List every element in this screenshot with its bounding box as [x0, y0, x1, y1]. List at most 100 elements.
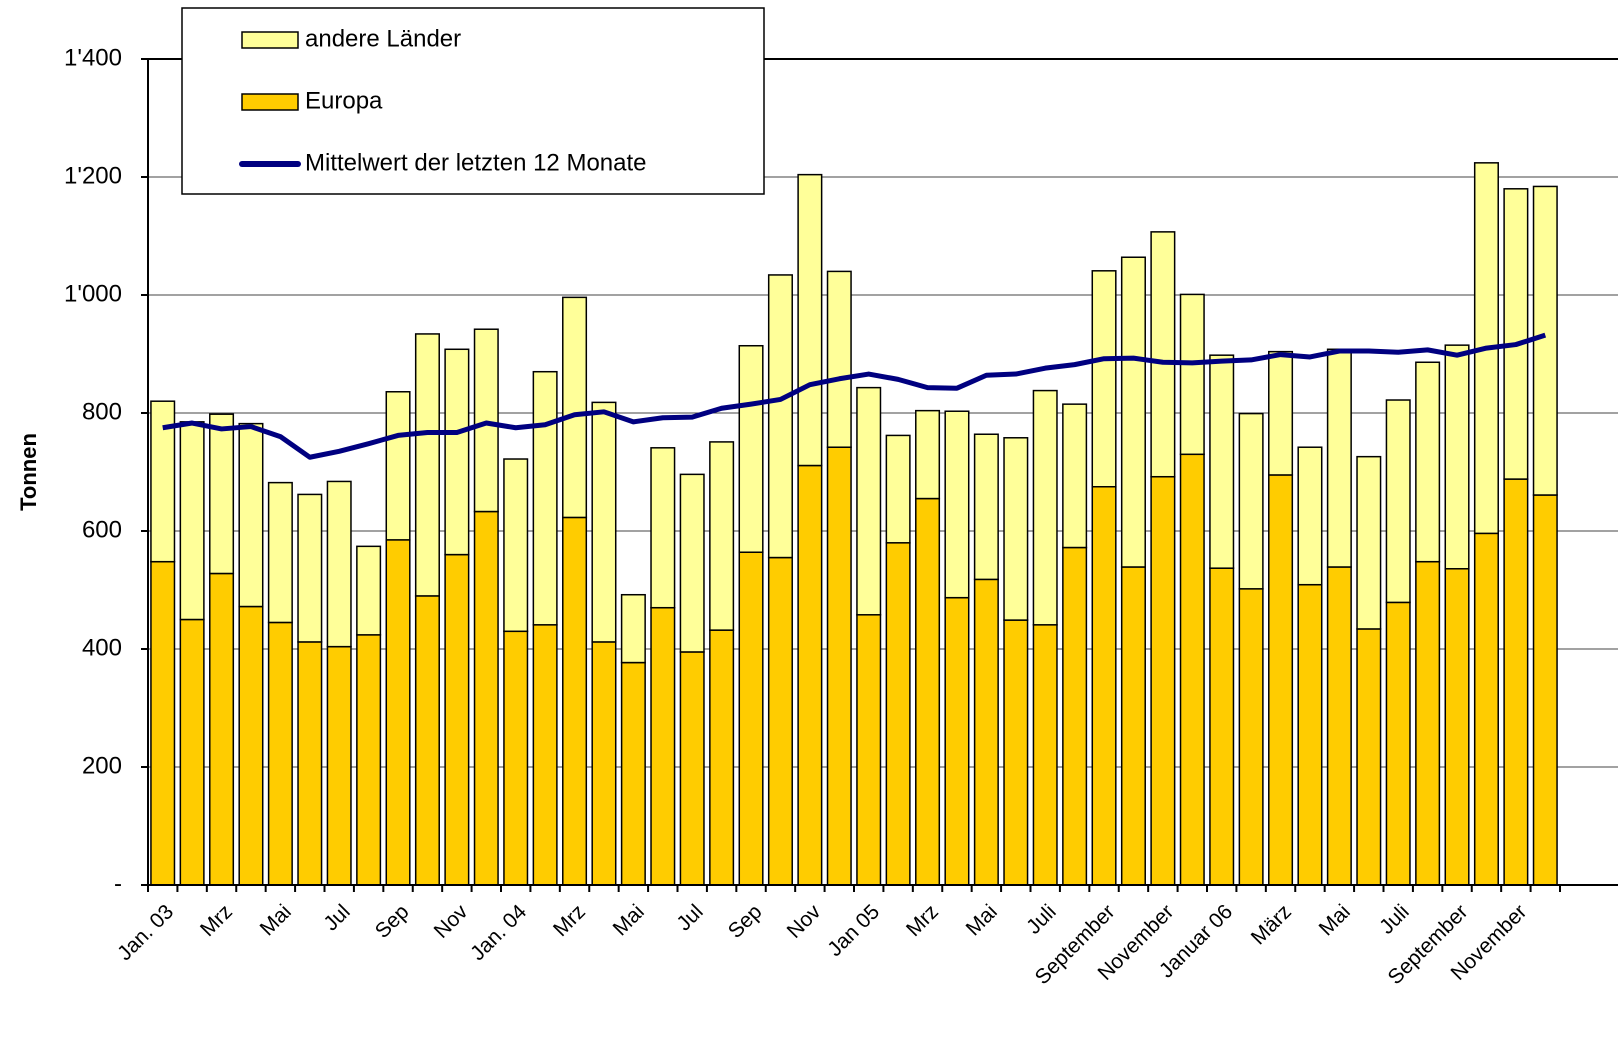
bar	[856, 386, 882, 616]
bar	[915, 497, 941, 886]
bar	[326, 480, 352, 648]
bar	[1326, 566, 1352, 886]
bar	[1238, 588, 1264, 886]
bar	[738, 551, 764, 886]
x-tick-label: Jul	[319, 900, 354, 935]
bar	[885, 542, 911, 886]
bar	[444, 348, 470, 556]
bar	[797, 173, 823, 467]
bar	[973, 578, 999, 886]
y-tick-label: 1'000	[64, 280, 122, 307]
bar	[1356, 628, 1382, 886]
bar	[1532, 185, 1558, 496]
bar	[709, 629, 735, 886]
bar	[1091, 270, 1117, 488]
x-tick-label: Jan. 03	[113, 900, 178, 965]
bar	[1297, 446, 1323, 586]
x-tick-label: Jul	[672, 900, 707, 935]
x-tick-label: Mai	[1315, 900, 1355, 940]
bar	[944, 410, 970, 599]
y-tick-label: 1'400	[64, 44, 122, 71]
bar	[1415, 361, 1441, 563]
bar	[267, 481, 293, 624]
y-tick-label: 1'200	[64, 162, 122, 189]
x-tick-label: März	[1247, 900, 1296, 949]
bar	[473, 328, 499, 513]
bar	[1120, 566, 1146, 886]
bar	[1209, 354, 1235, 569]
bar	[238, 422, 264, 608]
bar	[1444, 568, 1470, 886]
x-tick-label: Juli	[1022, 900, 1061, 939]
bar	[738, 344, 764, 553]
bar	[562, 516, 588, 886]
legend-label: andere Länder	[305, 25, 461, 52]
bar	[767, 274, 793, 559]
x-tick-label: Nov	[430, 900, 473, 943]
legend-label: Mittelwert der letzten 12 Monate	[305, 149, 647, 176]
bar	[385, 539, 411, 886]
bar	[1032, 624, 1058, 886]
bar	[679, 473, 705, 653]
bar	[503, 630, 529, 886]
legend-swatch	[241, 93, 299, 111]
bar	[1356, 455, 1382, 630]
x-tick-label: Mai	[962, 900, 1002, 940]
bar	[620, 661, 646, 886]
bar	[1120, 256, 1146, 568]
bar	[591, 641, 617, 886]
legend-swatch	[241, 31, 299, 49]
bar	[944, 596, 970, 886]
bar	[1415, 560, 1441, 886]
bar	[297, 641, 323, 886]
bar	[797, 464, 823, 886]
bar	[473, 510, 499, 886]
bar	[326, 645, 352, 886]
legend-label: Europa	[305, 87, 383, 114]
x-tick-label: Mrz	[902, 900, 943, 941]
bar	[1444, 344, 1470, 570]
x-tick-label: Mai	[609, 900, 649, 940]
x-tick-label: Sep	[724, 900, 767, 943]
bar	[650, 606, 676, 886]
bar	[356, 545, 382, 636]
x-tick-label: Jan 05	[823, 900, 884, 961]
bar	[1179, 293, 1205, 456]
bar	[356, 634, 382, 886]
bar	[562, 296, 588, 519]
average-line	[162, 332, 1547, 460]
bar	[1385, 601, 1411, 886]
bar	[1209, 567, 1235, 886]
bar	[297, 493, 323, 643]
bar	[1532, 494, 1558, 886]
bar	[150, 400, 176, 563]
bar	[1238, 412, 1264, 590]
bar	[414, 333, 440, 597]
bar	[650, 447, 676, 609]
bar	[915, 409, 941, 500]
bar	[1297, 583, 1323, 886]
y-tick-label: 600	[82, 516, 122, 543]
bar	[1091, 486, 1117, 886]
bar	[620, 593, 646, 664]
y-tick-label: -	[114, 870, 122, 897]
x-tick-label: Mai	[256, 900, 296, 940]
x-tick-label: Juli	[1375, 900, 1414, 939]
bar	[385, 391, 411, 541]
bar	[1062, 403, 1088, 549]
bar	[826, 446, 852, 886]
x-tick-label: Mrz	[549, 900, 590, 941]
bar	[1473, 532, 1499, 886]
bar	[150, 560, 176, 886]
bar	[767, 556, 793, 886]
bar	[503, 458, 529, 633]
y-tick-label: 400	[82, 634, 122, 661]
bar	[532, 624, 558, 886]
bar	[267, 621, 293, 886]
y-tick-label: 800	[82, 398, 122, 425]
bar	[973, 433, 999, 581]
bar	[1179, 453, 1205, 886]
bar	[209, 413, 235, 575]
bar	[856, 614, 882, 886]
